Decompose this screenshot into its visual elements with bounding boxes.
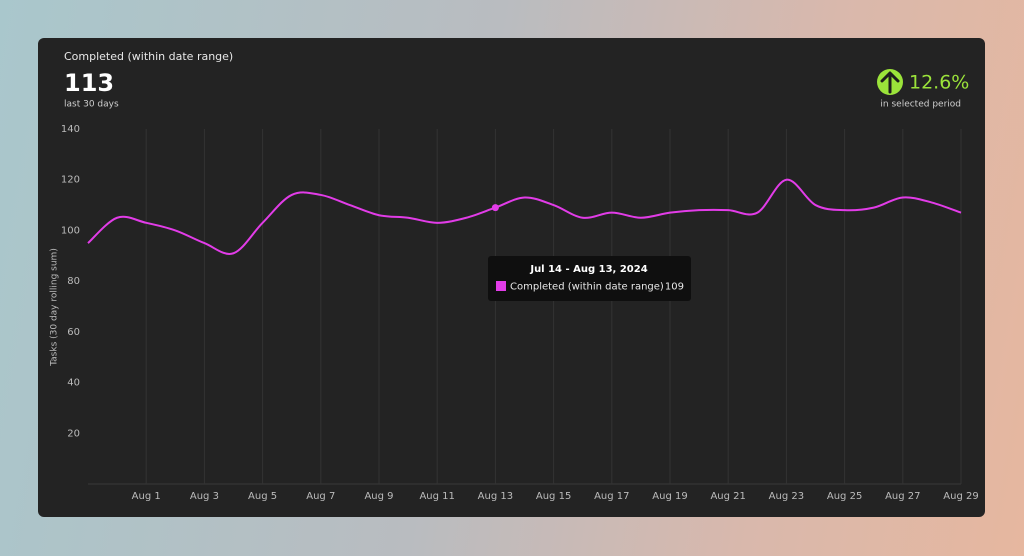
y-axis-label: Tasks (30 day rolling sum): [50, 248, 60, 367]
x-tick-label: Aug 17: [594, 491, 629, 502]
x-tick-label: Aug 23: [769, 491, 804, 502]
x-tick-label: Aug 3: [190, 491, 219, 502]
y-tick-label: 60: [67, 327, 80, 338]
up-icon: [877, 69, 903, 95]
y-tick-label: 20: [67, 428, 80, 439]
x-tick-label: Aug 15: [536, 491, 571, 502]
kpi-caption: last 30 days: [64, 100, 119, 110]
change-value: 12.6%: [909, 72, 969, 94]
y-tick-label: 40: [67, 378, 80, 389]
x-tick-label: Aug 13: [478, 491, 513, 502]
x-tick-label: Aug 25: [827, 491, 862, 502]
x-tick-label: Aug 7: [306, 491, 335, 502]
x-tick-label: Aug 11: [419, 491, 454, 502]
hover-point: [491, 204, 499, 212]
x-tick-label: Aug 5: [248, 491, 277, 502]
tooltip-title: Jul 14 - Aug 13, 2024: [529, 264, 647, 275]
y-tick-label: 100: [61, 225, 80, 236]
x-tick-label: Aug 19: [652, 491, 687, 502]
plot: 20 40 60 80 100 120 140 Aug 1 Aug 3 Aug 5 Aug 7 Aug…: [61, 124, 979, 502]
x-tick-label: Aug 1: [132, 491, 161, 502]
x-tick-label: Aug 27: [885, 491, 920, 502]
kpi-value: 113: [64, 69, 114, 97]
tooltip-swatch: [496, 281, 506, 291]
y-tick-label: 120: [61, 175, 80, 186]
x-tick-label: Aug 21: [710, 491, 745, 502]
tooltip-box: [488, 256, 691, 301]
y-tick-label: 140: [61, 124, 80, 135]
y-tick-label: 80: [67, 276, 80, 287]
tooltip-series: Completed (within date range): [510, 282, 664, 293]
tooltip-value: 109: [665, 282, 684, 293]
series-line: [87, 178, 962, 255]
x-tick-label: Aug 29: [943, 491, 978, 502]
card-title: Completed (within date range): [64, 50, 233, 63]
x-tick-label: Aug 9: [364, 491, 393, 502]
tooltip: Jul 14 - Aug 13, 2024 Completed (within d…: [488, 256, 691, 301]
change-caption: in selected period: [880, 100, 961, 110]
